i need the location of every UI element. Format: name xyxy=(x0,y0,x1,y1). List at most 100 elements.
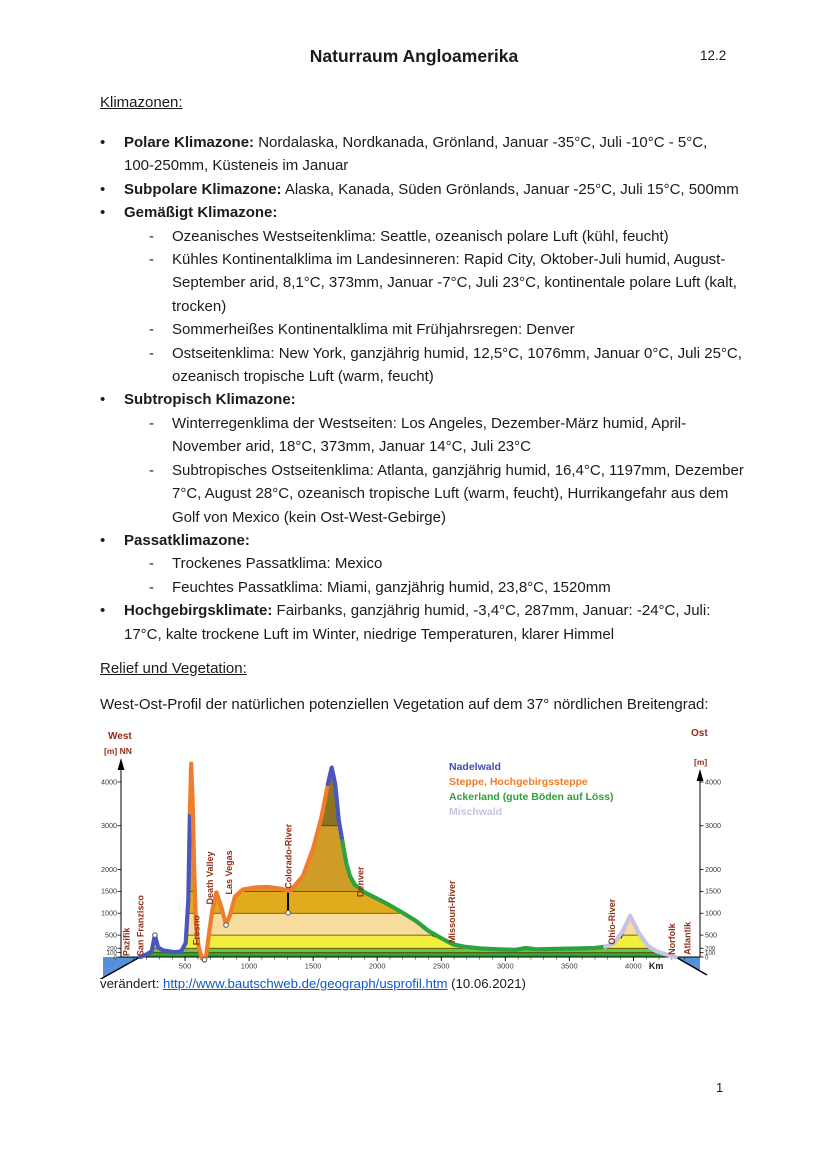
svg-text:4000: 4000 xyxy=(101,777,117,786)
page-title: Naturraum Angloamerika xyxy=(309,46,519,66)
doc-number: 12.2 xyxy=(700,48,727,63)
svg-text:500: 500 xyxy=(705,930,717,939)
svg-text:4000: 4000 xyxy=(625,962,642,971)
list-text: Polare Klimazone: Nordalaska, Nordkanada… xyxy=(124,134,708,151)
dash-marker: - xyxy=(149,461,154,479)
landmark-label: Fresno xyxy=(191,915,201,946)
vegetation-segment-nadelwald xyxy=(138,810,193,960)
landmark-label: Missouri-River xyxy=(447,880,457,943)
list-item: • Polare Klimazone: Nordalaska, Nordkanad… xyxy=(100,131,760,154)
list-line: ozeanisch tropische Luft (warm, feucht) xyxy=(100,365,760,388)
svg-text:1000: 1000 xyxy=(101,909,117,918)
page-number: 1 xyxy=(716,1080,724,1095)
section-heading-relief: Relief und Vegetation: xyxy=(100,660,247,677)
list-line: - Ostseitenklima: New York, ganzjährig hu… xyxy=(100,342,760,365)
bullet-marker: • xyxy=(100,204,106,222)
list-line: - Subtropisches Ostseitenklima: Atlanta, … xyxy=(100,459,760,482)
svg-text:100: 100 xyxy=(705,950,716,957)
svg-text:1500: 1500 xyxy=(101,887,117,896)
svg-text:2000: 2000 xyxy=(369,962,386,971)
svg-text:200: 200 xyxy=(705,946,716,953)
source-line: verändert: http://www.bautschweb.de/geog… xyxy=(100,976,526,991)
list-line: - Kühles Kontinentalklima im Landesinnere… xyxy=(100,248,760,271)
list-line: - Sommerheißes Kontinentalklima mit Frühj… xyxy=(100,318,760,341)
label-m: [m] xyxy=(694,757,707,767)
list-text: Golf von Mexico (kein Ost-West-Gebirge) xyxy=(172,508,446,526)
landmark-label: Atlantik xyxy=(683,921,693,955)
list-text: Gemäßigt Klimazone: xyxy=(124,204,278,222)
svg-text:Km: Km xyxy=(649,961,664,971)
list-item: • Gemäßigt Klimazone: xyxy=(100,201,760,224)
list-text: Passatklimazone: xyxy=(124,531,250,549)
svg-text:100: 100 xyxy=(107,950,118,957)
list-line: Golf von Mexico (kein Ost-West-Gebirge) xyxy=(100,506,760,529)
right-axis-arrow xyxy=(696,769,704,781)
list-text: November arid, 18°C, 373mm, Januar 14°C,… xyxy=(172,438,531,456)
list-text: Subpolare Klimazone: Alaska, Kanada, Süd… xyxy=(124,180,739,198)
list-text: Ozeanisches Westseitenklima: Seattle, oz… xyxy=(172,227,669,245)
vegetation-segment-nadelwald xyxy=(325,765,345,844)
source-prefix: verändert: xyxy=(100,976,164,991)
list-text: Subtropisch Klimazone: xyxy=(124,391,296,409)
list-text: trocken) xyxy=(172,297,227,315)
svg-text:2500: 2500 xyxy=(433,962,450,971)
dash-marker: - xyxy=(149,251,154,269)
vegetation-segment-ackerland xyxy=(340,838,608,952)
dash-marker: - xyxy=(149,555,154,573)
dash-marker: - xyxy=(149,344,154,362)
landmark-label: Las Vegas xyxy=(224,850,234,894)
list-item: • Subtropisch Klimazone: xyxy=(100,388,760,411)
svg-text:1500: 1500 xyxy=(305,962,322,971)
elevation-band xyxy=(140,952,676,957)
section-heading-klimazonen: Klimazonen: xyxy=(100,94,183,111)
svg-text:0: 0 xyxy=(705,954,709,961)
svg-text:2000: 2000 xyxy=(705,865,721,874)
list-text: Kühles Kontinentalklima im Landesinneren… xyxy=(172,251,726,269)
svg-text:3000: 3000 xyxy=(101,821,117,830)
svg-text:500: 500 xyxy=(179,962,192,971)
bullet-marker: • xyxy=(100,180,106,198)
point-marker xyxy=(201,956,208,963)
list-text: 7°C, August 28°C, ozeanisch tropische Lu… xyxy=(172,485,729,503)
list-line: - Feuchtes Passatklima: Miami, ganzjährig… xyxy=(100,576,760,599)
elevation-profile-chart: 500 1000 1500 2000 2500 3000 3500 4000 Km 0 0 100 10… xyxy=(95,727,755,981)
list-text: Ostseitenklima: New York, ganzjährig hum… xyxy=(172,344,742,362)
list-text: Sommerheißes Kontinentalklima mit Frühja… xyxy=(172,321,575,339)
list-text: 100-250mm, Küsteneis im Januar xyxy=(124,157,349,175)
landmark-label: Pazifik xyxy=(122,927,132,957)
bullet-marker: • xyxy=(100,531,106,549)
legend-item: Steppe, Hochgebirgssteppe xyxy=(449,776,588,788)
list-text: ozeanisch tropische Luft (warm, feucht) xyxy=(172,368,434,386)
dash-marker: - xyxy=(149,227,154,245)
list-line: 17°C, kalte trockene Luft im Winter, nie… xyxy=(100,623,760,646)
svg-text:1000: 1000 xyxy=(705,909,721,918)
landmark-label: Ohio-River xyxy=(607,898,617,945)
source-suffix: (10.06.2021) xyxy=(447,976,526,991)
svg-text:1500: 1500 xyxy=(705,887,721,896)
bullet-marker: • xyxy=(100,602,106,620)
list-item: • Subpolare Klimazone: Alaska, Kanada, Sü… xyxy=(100,178,760,201)
legend-item: Nadelwald xyxy=(449,761,501,773)
list-text: Feuchtes Passatklima: Miami, ganzjährig … xyxy=(172,578,611,596)
point-marker xyxy=(285,910,291,916)
svg-text:4000: 4000 xyxy=(705,777,721,786)
svg-text:0: 0 xyxy=(114,954,118,961)
list-text: September arid, 8,1°C, 373mm, Januar -7°… xyxy=(172,274,737,292)
dash-marker: - xyxy=(149,578,154,596)
label-ost: Ost xyxy=(691,728,708,739)
landmark-label: San Franzisco xyxy=(136,895,146,957)
list-line: - Ozeanisches Westseitenklima: Seattle, o… xyxy=(100,225,760,248)
label-west: West xyxy=(108,731,132,742)
list-line: 100-250mm, Küsteneis im Januar xyxy=(100,154,760,177)
dash-marker: - xyxy=(149,321,154,339)
list-line: - Trockenes Passatklima: Mexico xyxy=(100,552,760,575)
source-link[interactable]: http://www.bautschweb.de/geograph/usprof… xyxy=(163,976,448,991)
dash-marker: - xyxy=(149,414,154,432)
climate-zones-list: • Polare Klimazone: Nordalaska, Nordkanad… xyxy=(100,131,760,646)
svg-text:3000: 3000 xyxy=(497,962,514,971)
list-text: Trockenes Passatklima: Mexico xyxy=(172,555,383,573)
vegetation-segment-steppe-hochgebirgssteppe xyxy=(187,761,330,963)
bullet-marker: • xyxy=(100,391,106,409)
